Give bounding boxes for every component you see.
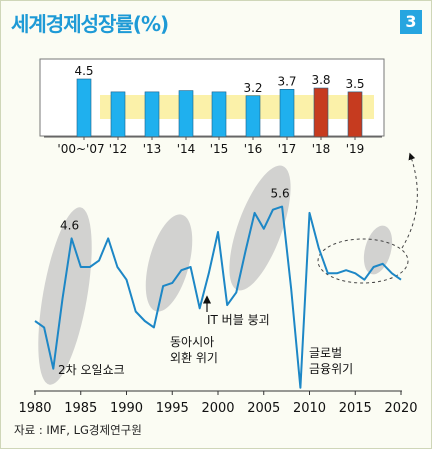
point-label: 5.6 [271, 187, 290, 201]
annotation-asia-crisis-line1: 동아시아 [170, 335, 214, 349]
inset-x-ticks: '00~'07 '12 '13 '14 '15 '16 '17 '18 '19 [57, 137, 364, 156]
inset-bar [178, 90, 194, 138]
inset-bar-value: 4.5 [74, 64, 93, 78]
inset-bar-value: 3.7 [277, 74, 296, 88]
x-tick-label: 2015 [339, 401, 372, 416]
inset-tick-label: '13 [143, 142, 162, 156]
inset-bar [313, 87, 329, 138]
recent-dashed-ellipse [317, 238, 409, 284]
annotation-gfc-line2: 금융위기 [309, 362, 353, 376]
inset-bar-value: 3.8 [311, 73, 330, 87]
inset-bar-value: 3.5 [345, 77, 364, 91]
x-tick-label: 2000 [201, 401, 234, 416]
annotation-it-bubble: IT 버블 붕괴 [207, 313, 270, 327]
point-label: 4.6 [60, 218, 79, 232]
x-tick-label: 1990 [110, 401, 143, 416]
inset-band [100, 95, 374, 119]
inset-bar-value: 3.2 [243, 81, 262, 95]
inset-tick-label: '15 [210, 142, 229, 156]
inset-tick-label: '18 [312, 142, 331, 156]
inset-tick-label: '19 [346, 142, 365, 156]
inset-tick-label: '00~'07 [57, 142, 104, 156]
inset-bar [211, 91, 227, 138]
inset-tick-label: '16 [244, 142, 263, 156]
inset-bars: 4.5 3.2 3.7 3.8 3.5 [74, 64, 365, 138]
annotation-gfc-line1: 글로벌 [309, 346, 342, 360]
annotation-asia-crisis-line2: 외환 위기 [170, 351, 218, 365]
inset-tick-label: '12 [109, 142, 128, 156]
point-labels: 4.6 5.6 [60, 187, 290, 233]
inset-tick-label: '17 [278, 142, 297, 156]
oil-shock-ellipse [38, 207, 92, 385]
inset-bar [144, 91, 160, 138]
x-tick-label: 1980 [18, 401, 51, 416]
inset-bar [245, 95, 261, 138]
annotation-oil-shock: 2차 오일쇼크 [58, 363, 125, 377]
recent-ellipse [363, 225, 393, 275]
x-tick-label: 1995 [156, 401, 189, 416]
asia-crisis-ellipse [145, 214, 193, 312]
callout-arrow [401, 152, 418, 249]
growth-line [34, 205, 402, 389]
inset-tick-label: '14 [177, 142, 196, 156]
x-tick-label: 2005 [247, 401, 280, 416]
x-tick-label: 2010 [293, 401, 326, 416]
chart-title: 세계경제성장률(%) [11, 12, 169, 36]
inset-bar [110, 91, 126, 138]
inset-bar [279, 89, 295, 138]
figure-number-badge: 3 [400, 10, 422, 34]
inset-bar [347, 91, 363, 138]
inset-bar [76, 78, 92, 138]
x-tick-label: 1985 [64, 401, 97, 416]
x-axis-ticks: 1980 1985 1990 1995 2000 2005 2010 2015 2020 [18, 391, 418, 416]
x-tick-label: 2020 [384, 401, 417, 416]
source-note: 자료 : IMF, LG경제연구원 [14, 423, 142, 437]
